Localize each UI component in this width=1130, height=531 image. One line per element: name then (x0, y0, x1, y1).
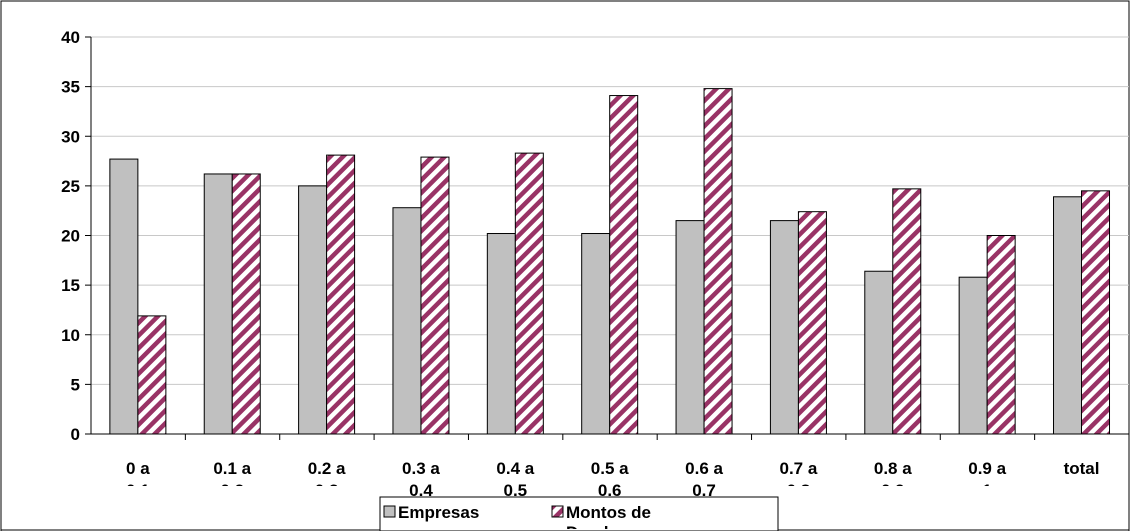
x-tick-label: 0.6 a 0.7 (685, 459, 723, 500)
y-tick-label: 25 (61, 177, 80, 196)
y-tick-label: 20 (61, 227, 80, 246)
axes (85, 36, 1129, 440)
bar-montos-de-deuda (326, 154, 356, 435)
y-tick-label: 40 (61, 28, 80, 47)
bar-montos-de-deuda (703, 88, 733, 435)
label-clip-left (0, 486, 378, 531)
legend: Empresas Montos deDeuda (379, 496, 779, 531)
bar-empresas (958, 276, 988, 435)
bar-montos-de-deuda (514, 152, 544, 435)
bar-empresas (109, 158, 139, 435)
y-tick-label: 5 (71, 375, 80, 394)
bar-montos-de-deuda (986, 235, 1016, 435)
legend-box (379, 496, 779, 531)
legend-swatch-empresas (383, 505, 396, 518)
bar-montos-de-deuda (892, 188, 922, 435)
bar-empresas (769, 220, 799, 435)
bar-empresas (675, 220, 705, 435)
legend-swatch-montos-de-deuda (551, 505, 564, 518)
bar-empresas (298, 185, 328, 435)
y-tick-label: 15 (61, 276, 80, 295)
x-tick-label: total (1064, 459, 1100, 478)
y-tick-label: 35 (61, 78, 80, 97)
bars (109, 88, 1111, 435)
bar-montos-de-deuda (231, 173, 261, 435)
legend-label-montos-de-deuda: Montos deDeuda (566, 503, 651, 531)
bar-montos-de-deuda (137, 315, 167, 435)
bar-montos-de-deuda (1081, 190, 1111, 435)
y-tick-labels: 0 5 10 15 20 25 30 35 40 (61, 28, 80, 444)
bar-empresas (581, 233, 611, 435)
bar-empresas (1053, 196, 1083, 435)
y-tick-label: 0 (71, 425, 80, 444)
y-tick-label: 30 (61, 127, 80, 146)
bar-montos-de-deuda (797, 211, 827, 435)
x-tick-labels: 0 a0.10.1 a0.20.2 a0.30.3 a0.40.4 a0.50.… (0, 459, 1130, 531)
bar-montos-de-deuda (609, 95, 639, 435)
y-tick-label: 10 (61, 326, 80, 345)
label-clip-right (780, 486, 1130, 531)
bar-empresas (486, 233, 516, 435)
bar-montos-de-deuda (420, 156, 450, 435)
x-tick-label: 0.3 a 0.4 (402, 459, 440, 500)
bar-empresas (864, 270, 894, 435)
bar-empresas (392, 207, 422, 435)
x-tick-label: 0.5 a 0.6 (591, 459, 629, 500)
legend-label-empresas: Empresas (398, 503, 479, 522)
bar-empresas (203, 173, 233, 435)
x-tick-label: 0.4 a 0.5 (496, 459, 534, 500)
